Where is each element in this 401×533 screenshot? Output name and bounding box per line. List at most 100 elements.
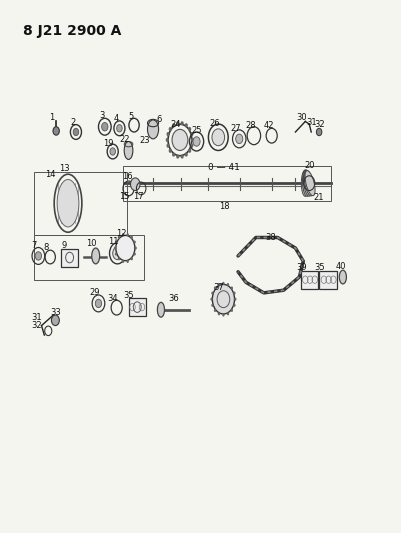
Text: 16: 16 — [122, 172, 133, 181]
Text: 13: 13 — [59, 164, 69, 173]
Text: 19: 19 — [103, 139, 114, 148]
Text: 36: 36 — [168, 294, 179, 303]
Text: 20: 20 — [304, 161, 314, 169]
Text: 32: 32 — [31, 321, 42, 330]
Text: 17: 17 — [133, 192, 143, 201]
Text: 30: 30 — [296, 113, 307, 122]
Circle shape — [116, 236, 135, 261]
Circle shape — [211, 297, 213, 301]
Circle shape — [73, 128, 79, 136]
Circle shape — [166, 138, 169, 142]
Text: 35: 35 — [314, 263, 324, 272]
Circle shape — [172, 130, 188, 150]
Circle shape — [231, 309, 233, 312]
Circle shape — [316, 128, 322, 136]
Bar — [319, 271, 336, 289]
Circle shape — [185, 123, 188, 127]
Circle shape — [122, 233, 124, 236]
Text: 21: 21 — [314, 193, 324, 203]
Text: 8: 8 — [44, 243, 49, 252]
Circle shape — [130, 178, 140, 191]
Circle shape — [117, 125, 122, 132]
Text: 37: 37 — [213, 283, 224, 292]
Circle shape — [131, 236, 133, 239]
Text: 31: 31 — [31, 313, 42, 322]
Ellipse shape — [304, 171, 314, 196]
Ellipse shape — [158, 302, 164, 317]
Text: 31: 31 — [306, 118, 316, 127]
Circle shape — [126, 233, 129, 236]
Text: 25: 25 — [191, 126, 202, 135]
Text: 4: 4 — [114, 114, 119, 123]
Circle shape — [222, 282, 225, 285]
Bar — [34, 172, 127, 235]
Circle shape — [227, 283, 229, 286]
Bar — [34, 235, 144, 280]
Circle shape — [188, 149, 191, 153]
Circle shape — [222, 313, 225, 317]
Ellipse shape — [301, 170, 309, 196]
Text: 2: 2 — [71, 118, 76, 127]
Circle shape — [211, 304, 214, 307]
Circle shape — [234, 297, 237, 301]
Text: 28: 28 — [245, 121, 256, 130]
Circle shape — [166, 132, 170, 136]
Circle shape — [188, 127, 191, 131]
Bar — [124, 166, 331, 200]
Text: 33: 33 — [50, 309, 61, 318]
Circle shape — [172, 123, 175, 127]
Bar — [61, 248, 78, 266]
Circle shape — [236, 134, 243, 143]
Ellipse shape — [92, 248, 100, 264]
Circle shape — [166, 143, 170, 148]
Text: 38: 38 — [265, 233, 276, 242]
Ellipse shape — [304, 170, 312, 196]
Circle shape — [214, 309, 216, 312]
Text: 27: 27 — [231, 124, 241, 133]
Ellipse shape — [302, 170, 310, 196]
Circle shape — [51, 315, 59, 326]
Bar — [300, 271, 318, 289]
Circle shape — [131, 257, 133, 260]
Bar — [129, 298, 146, 316]
Circle shape — [113, 247, 122, 260]
Text: 1: 1 — [50, 113, 55, 122]
Text: 34: 34 — [107, 294, 118, 303]
Ellipse shape — [57, 180, 79, 227]
Text: 14: 14 — [45, 169, 55, 179]
Circle shape — [118, 257, 120, 260]
Circle shape — [233, 292, 235, 295]
Text: 24: 24 — [170, 119, 181, 128]
Ellipse shape — [124, 141, 133, 159]
Circle shape — [176, 121, 179, 125]
Text: 42: 42 — [263, 121, 274, 130]
Text: 39: 39 — [296, 263, 307, 272]
Text: 22: 22 — [119, 135, 130, 144]
Circle shape — [214, 286, 216, 289]
Text: 26: 26 — [209, 118, 220, 127]
Text: 11: 11 — [108, 237, 119, 246]
Text: 7: 7 — [32, 241, 37, 250]
Text: 9: 9 — [61, 241, 67, 251]
Text: 32: 32 — [314, 119, 324, 128]
Text: 8 J21 2900 A: 8 J21 2900 A — [22, 24, 121, 38]
Circle shape — [95, 299, 101, 308]
Circle shape — [126, 260, 129, 263]
Text: 12: 12 — [116, 229, 127, 238]
Circle shape — [176, 155, 179, 159]
Circle shape — [231, 286, 233, 289]
Ellipse shape — [148, 120, 158, 139]
Text: 0 — 41: 0 — 41 — [208, 163, 240, 172]
Circle shape — [169, 149, 172, 153]
Circle shape — [190, 143, 193, 148]
Circle shape — [115, 253, 117, 255]
Circle shape — [185, 152, 188, 157]
Circle shape — [169, 127, 172, 131]
Circle shape — [180, 121, 184, 125]
Circle shape — [172, 152, 175, 157]
Circle shape — [233, 304, 235, 307]
Ellipse shape — [305, 171, 315, 196]
Circle shape — [212, 129, 225, 146]
Text: 29: 29 — [90, 288, 100, 297]
Circle shape — [180, 155, 184, 159]
